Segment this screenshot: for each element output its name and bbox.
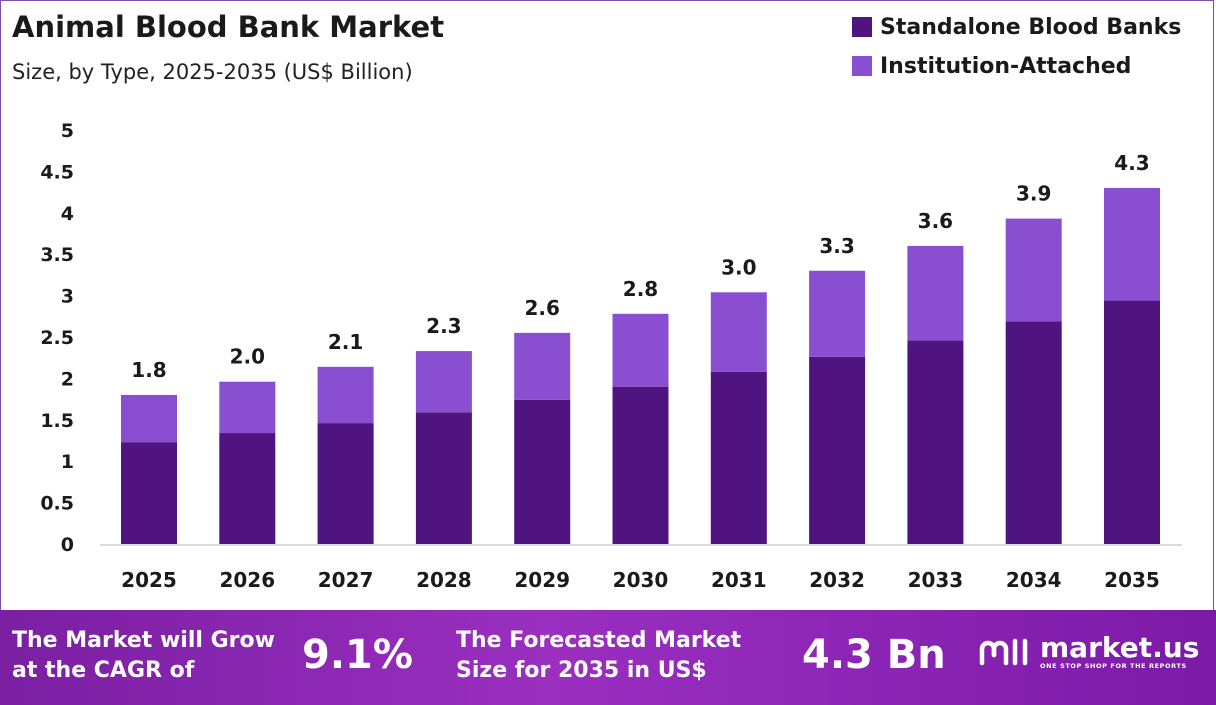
chart-title: Animal Blood Bank Market [12, 10, 445, 44]
bar-segment-institution [317, 366, 374, 424]
bar-segment-standalone [1005, 321, 1062, 544]
bar-total-label: 2.1 [328, 330, 363, 354]
bar-segment-institution [514, 332, 571, 400]
legend: Standalone Blood Banks Institution-Attac… [852, 12, 1181, 90]
y-tick-label: 4.5 [40, 161, 74, 183]
x-tick-label: 2031 [711, 568, 767, 592]
x-tick-label: 2027 [318, 568, 374, 592]
y-tick-label: 3 [61, 286, 74, 308]
x-tick-label: 2034 [1006, 568, 1062, 592]
brand-logo: market.us ONE STOP SHOP FOR THE REPORTS [978, 634, 1199, 670]
footer-banner: The Market will Grow at the CAGR of 9.1%… [0, 610, 1216, 705]
legend-label-standalone: Standalone Blood Banks [880, 14, 1182, 40]
cagr-label: The Market will Grow at the CAGR of [12, 626, 275, 686]
bar-segment-institution [121, 394, 177, 443]
bar-total-label: 4.3 [1114, 151, 1149, 175]
bar-total-label: 3.3 [819, 234, 854, 258]
x-tick-label: 2035 [1104, 568, 1160, 592]
brand-name: market.us [1040, 631, 1200, 664]
bar-segment-standalone [317, 423, 374, 544]
bar-segment-standalone [710, 371, 767, 544]
bar-segment-standalone [219, 433, 276, 544]
forecast-value: 4.3 Bn [802, 632, 946, 678]
chart-frame [0, 0, 1214, 610]
x-tick-label: 2025 [121, 568, 177, 592]
bar-segment-standalone [1104, 300, 1160, 544]
bar-segment-standalone [907, 340, 964, 544]
bar-segment-institution [1104, 187, 1160, 301]
legend-swatch-standalone [852, 17, 872, 37]
forecast-label: The Forecasted Market Size for 2035 in U… [456, 626, 741, 686]
cagr-label-line2: at the CAGR of [12, 658, 195, 683]
bar-segment-standalone [612, 386, 669, 544]
bar-segment-standalone [514, 399, 571, 544]
y-tick-label: 2 [61, 368, 74, 390]
x-tick-label: 2030 [613, 568, 669, 592]
y-tick-label: 0.5 [40, 493, 74, 515]
bar-total-label: 2.3 [426, 314, 461, 338]
bar-segment-standalone [809, 356, 866, 544]
bar-total-label: 2.8 [623, 277, 658, 301]
y-tick-label: 0 [61, 534, 74, 556]
bar-segment-standalone [121, 442, 177, 544]
cagr-value: 9.1% [302, 632, 413, 678]
bar-total-label: 2.0 [230, 345, 265, 369]
y-tick-label: 2.5 [40, 327, 74, 349]
x-tick-label: 2032 [809, 568, 865, 592]
bar-total-label: 2.6 [524, 296, 559, 320]
brand-tagline: ONE STOP SHOP FOR THE REPORTS [1040, 662, 1187, 670]
legend-item-standalone: Standalone Blood Banks [852, 12, 1181, 42]
bar-segment-institution [710, 292, 767, 372]
bar-segment-standalone [415, 412, 472, 544]
x-tick-label: 2028 [416, 568, 472, 592]
y-tick-label: 3.5 [40, 244, 74, 266]
bar-segment-institution [612, 313, 669, 387]
legend-label-institution: Institution-Attached [880, 53, 1132, 79]
x-tick-label: 2026 [219, 568, 275, 592]
bar-total-label: 1.8 [131, 358, 166, 382]
forecast-label-line1: The Forecasted Market [456, 628, 742, 653]
market-us-logo-icon [979, 638, 1028, 666]
bar-segment-institution [415, 351, 472, 413]
bar-segment-institution [809, 270, 866, 357]
chart-subtitle: Size, by Type, 2025-2035 (US$ Billion) [12, 60, 413, 84]
y-tick-label: 1 [61, 451, 74, 473]
bar-chart: 0 0.5 1 1.5 2 2.5 3 3.5 4 4.5 5 1.8 2025 2.0 2026 2.1 20… [40, 120, 1182, 592]
forecast-label-line2: Size for 2035 in US$ [456, 658, 707, 683]
y-tick-label: 4 [61, 203, 74, 225]
x-tick-label: 2033 [908, 568, 964, 592]
cagr-label-line1: The Market will Grow [12, 628, 275, 653]
legend-swatch-institution [852, 56, 872, 76]
bar-total-label: 3.9 [1016, 182, 1051, 206]
y-tick-label: 1.5 [40, 410, 74, 432]
legend-item-institution: Institution-Attached [852, 51, 1181, 81]
bar-total-label: 3.6 [918, 209, 953, 233]
bar-segment-institution [907, 245, 964, 341]
x-tick-label: 2029 [514, 568, 570, 592]
y-tick-label: 5 [61, 120, 74, 142]
bar-total-label: 3.0 [721, 255, 756, 279]
bar-segment-institution [219, 381, 276, 434]
bar-segment-institution [1005, 218, 1062, 322]
